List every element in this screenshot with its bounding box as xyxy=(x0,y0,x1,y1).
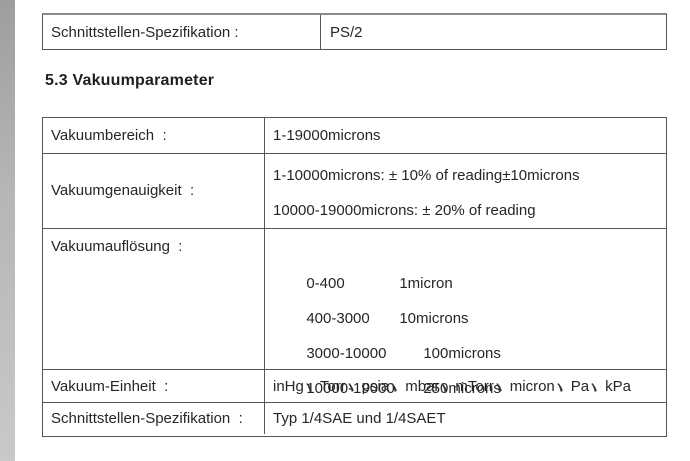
resolution-value: 100microns xyxy=(423,345,501,362)
scanned-page-edge xyxy=(0,0,15,461)
table-row-vakuumaufloesung: Vakuumauflösung : 0-400 1micron 400-3000 1… xyxy=(43,228,666,397)
resolution-line: 400-3000 10microns xyxy=(273,266,666,327)
resolution-line: 0-400 1micron xyxy=(273,231,666,292)
vacuum-unit: Torr xyxy=(319,377,346,395)
accuracy-line: 10000-19000microns: ± 20% of reading xyxy=(273,202,536,219)
vacuum-parameter-table: Vakuumbereich : 1-19000microns Vakuumgen… xyxy=(42,117,667,437)
row-value: 1-19000microns xyxy=(273,127,381,144)
vacuum-unit: psia xyxy=(361,377,390,395)
resolution-range: 10000-19000 xyxy=(306,380,395,397)
row-label: Schnittstellen-Spezifikation : xyxy=(43,403,265,434)
ideographic-comma-separator xyxy=(441,382,448,393)
ideographic-comma-separator xyxy=(591,382,598,393)
section-heading: 5.3 Vakuumparameter xyxy=(45,72,215,89)
row-label: Vakuum-Einheit : xyxy=(43,370,265,402)
vacuum-unit: micron xyxy=(509,377,555,395)
row-label: Vakuumgenauigkeit : xyxy=(43,154,265,228)
row-label: Vakuumauflösung : xyxy=(43,229,265,369)
resolution-range: 0-400 xyxy=(306,275,345,292)
ideographic-comma-separator xyxy=(557,382,564,393)
ideographic-comma-separator xyxy=(306,382,313,393)
interface-spec-table: Schnittstellen-Spezifikation : PS/2 xyxy=(42,13,667,50)
ideographic-comma-separator xyxy=(496,382,503,393)
table-row-vakuumbereich: Vakuumbereich : 1-19000microns xyxy=(43,118,666,153)
resolution-line: 10000-19000 250microns xyxy=(273,336,666,397)
table-row-vakuum-einheit: Vakuum-Einheit : inHg Torr psia mbar mTorr mi… xyxy=(43,369,666,402)
resolution-range: 400-3000 xyxy=(306,310,370,327)
row-value: 0-400 1micron 400-3000 10microns 3000-1000… xyxy=(265,229,666,397)
ideographic-comma-separator xyxy=(348,382,355,393)
vacuum-unit: mbar xyxy=(405,377,440,395)
accuracy-line: 1-10000microns: ± 10% of reading±10micro… xyxy=(273,167,580,184)
resolution-range: 3000-10000 xyxy=(306,345,387,362)
resolution-line: 3000-10000 100microns xyxy=(273,301,666,362)
interface-spec-label: Schnittstellen-Spezifikation : xyxy=(43,15,321,49)
vacuum-unit: kPa xyxy=(605,377,631,395)
table-row-vakuumgenauigkeit: Vakuumgenauigkeit : 1-10000microns: ± 10… xyxy=(43,153,666,228)
ideographic-comma-separator xyxy=(391,382,398,393)
vacuum-unit: mTorr xyxy=(455,377,494,395)
resolution-value: 10microns xyxy=(399,310,469,327)
interface-spec-value: PS/2 xyxy=(330,23,363,41)
row-value: Typ 1/4SAE und 1/4SAET xyxy=(273,409,446,427)
row-value: inHg Torr psia mbar mTorr micron Pa kPa xyxy=(265,370,666,402)
vacuum-unit: inHg xyxy=(273,377,304,395)
resolution-value: 1micron xyxy=(399,275,453,292)
vacuum-unit: Pa xyxy=(570,377,590,395)
row-label: Vakuumbereich : xyxy=(43,118,265,153)
vacuum-units-list: inHg Torr psia mbar mTorr micron Pa kPa xyxy=(273,378,631,395)
table-row-schnittstellen-spezifikation: Schnittstellen-Spezifikation : Typ 1/4SA… xyxy=(43,402,666,434)
row-value: 1-10000microns: ± 10% of reading±10micro… xyxy=(265,154,666,228)
